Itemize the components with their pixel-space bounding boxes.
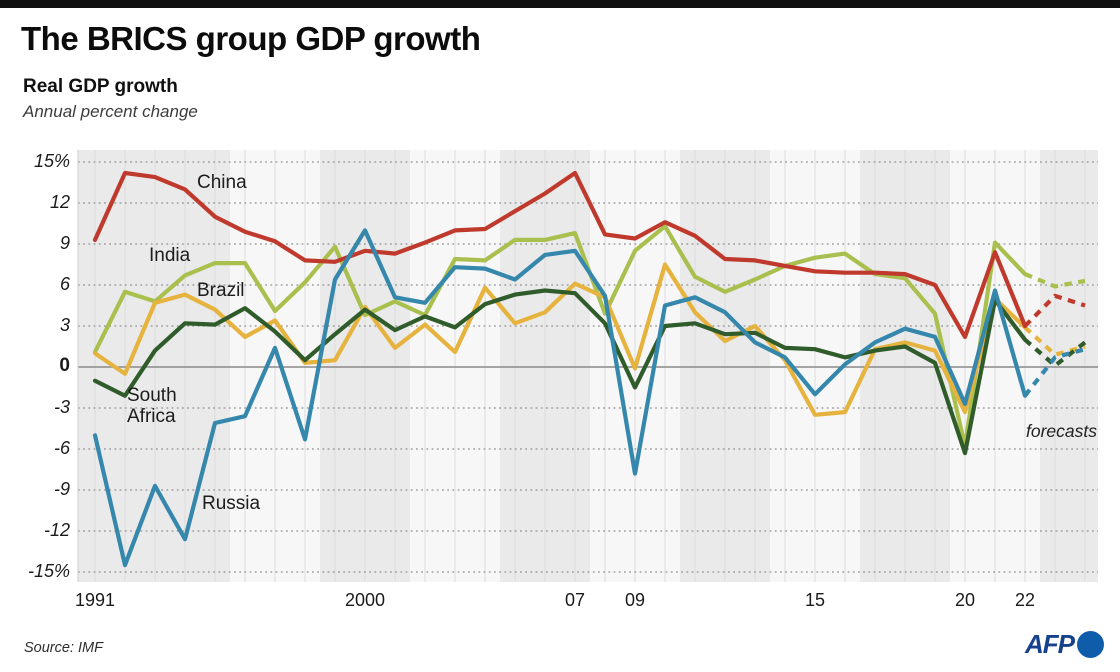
top-rule: [0, 0, 1120, 8]
page-title: The BRICS group GDP growth: [21, 20, 481, 57]
chart-area: 15% 12 9 6 3 0 -3 -6 -9 -12 -15% 1991 2000 07 09 15 20 2…: [0, 140, 1120, 610]
afp-logo-text: AFP: [1025, 629, 1075, 659]
source-credit: Source: IMF: [24, 640, 103, 656]
chart-subtitle: Real GDP growth: [23, 76, 178, 97]
afp-globe-icon: [1077, 631, 1104, 658]
chart-svg: [77, 150, 1098, 582]
chart-units: Annual percent change: [23, 102, 198, 121]
afp-logo: AFP: [1025, 629, 1104, 660]
